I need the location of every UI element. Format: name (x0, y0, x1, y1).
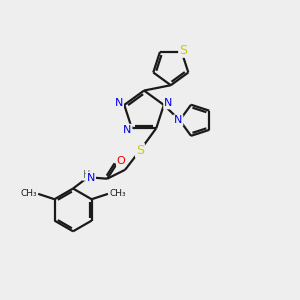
Text: N: N (115, 98, 123, 108)
Text: S: S (179, 44, 187, 57)
Text: CH₃: CH₃ (110, 189, 126, 198)
Text: N: N (123, 125, 132, 135)
Text: N: N (174, 115, 182, 125)
Text: O: O (117, 156, 126, 166)
Text: H: H (83, 170, 90, 180)
Text: S: S (136, 144, 144, 157)
Text: N: N (87, 173, 95, 183)
Text: CH₃: CH₃ (20, 189, 37, 198)
Text: N: N (164, 98, 172, 108)
